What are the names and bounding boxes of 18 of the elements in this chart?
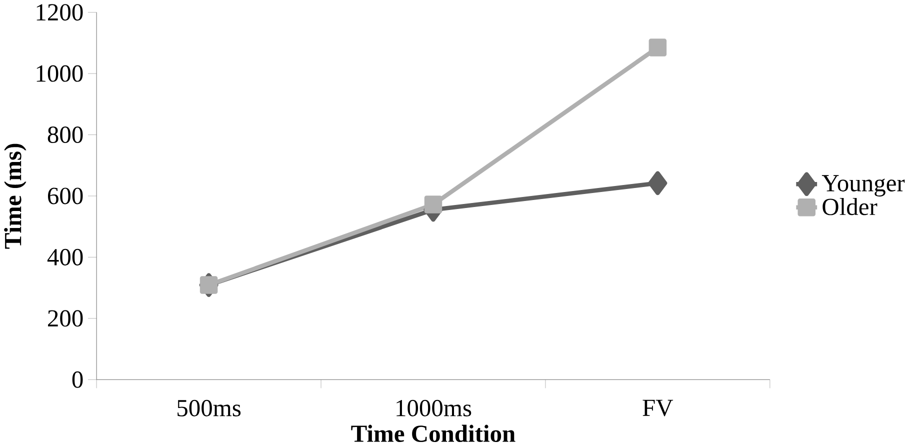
- point: [200, 276, 218, 294]
- x-tick-label: 1000ms: [396, 400, 472, 416]
- point: [648, 38, 667, 56]
- y-tick-label: 800: [48, 126, 83, 143]
- y-tick-label: 0: [72, 371, 83, 388]
- x-axis-title: Time Condition: [351, 424, 516, 442]
- y-tick-label: 200: [48, 310, 83, 327]
- legend-label: Older: [822, 198, 878, 216]
- x-tick-label: 500ms: [178, 400, 241, 416]
- point: [648, 171, 668, 196]
- x-tick-label: FV: [642, 400, 674, 416]
- y-tick-label: 400: [47, 248, 83, 266]
- y-tick-label: 600: [48, 188, 83, 204]
- y-tick-label: 1000: [36, 65, 83, 82]
- legend-label: Younger: [822, 175, 905, 196]
- point: [424, 196, 442, 214]
- y-axis-title: Time (ms): [4, 144, 26, 249]
- y-tick-label: 1200: [36, 4, 83, 21]
